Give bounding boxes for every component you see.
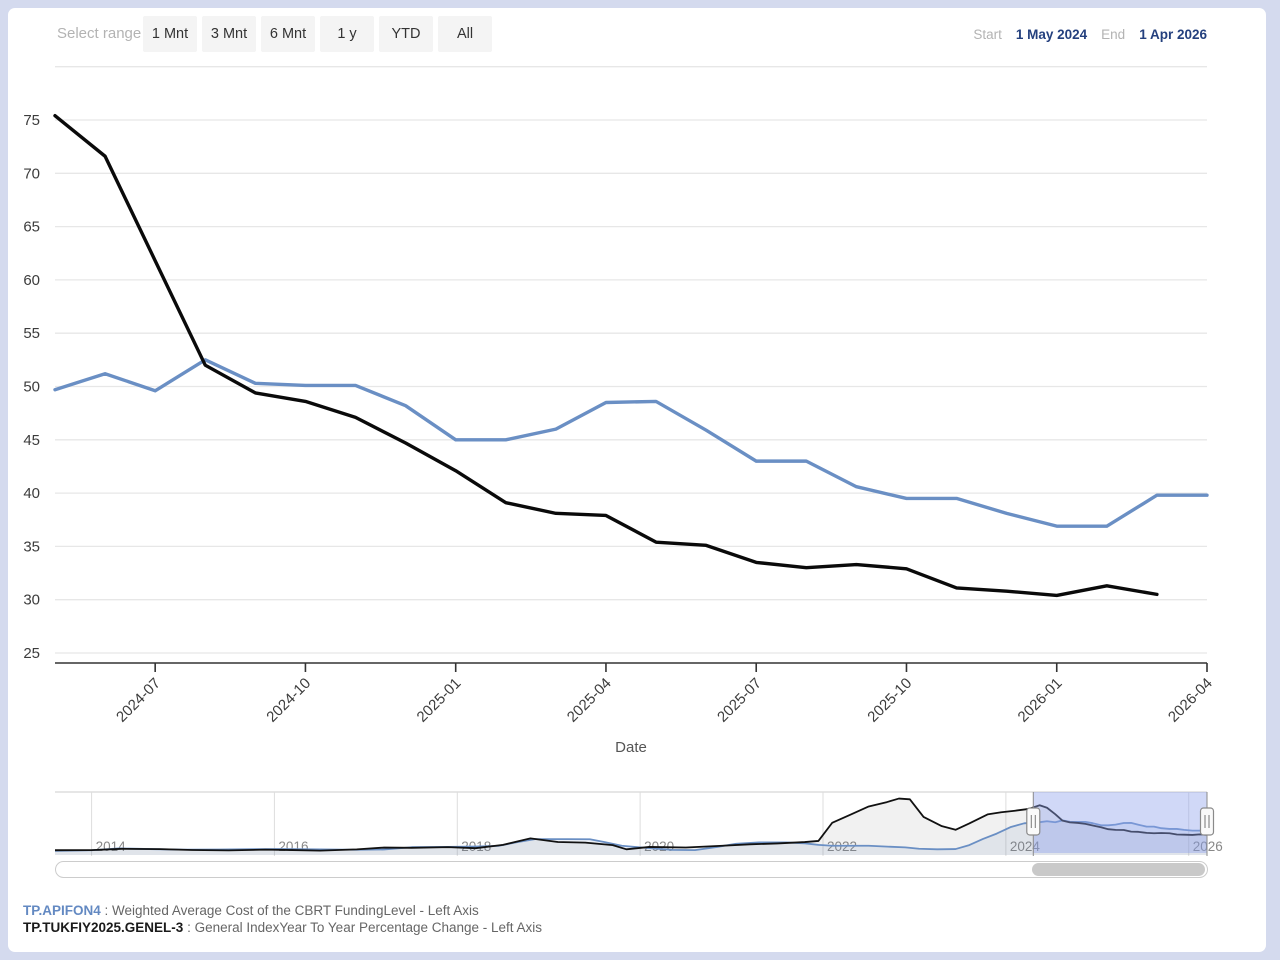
y-axis-tick-label: 40 — [23, 485, 40, 502]
navigator-scrollbar-track[interactable] — [55, 861, 1208, 878]
x-axis-tick-label: 2024-10 — [263, 675, 314, 726]
y-axis-tick-label: 65 — [23, 219, 40, 236]
legend-item-apifon4: TP.APIFON4 : Weighted Average Cost of th… — [23, 902, 542, 919]
start-date-value[interactable]: 1 May 2024 — [1015, 26, 1088, 42]
legend-code-1: TP.TUKFIY2025.GENEL-3 — [23, 920, 184, 935]
y-axis-tick-label: 35 — [23, 538, 40, 555]
y-axis-tick-label: 75 — [23, 112, 40, 129]
navigator-scrollbar-thumb[interactable] — [1032, 863, 1205, 876]
end-date-value[interactable]: 1 Apr 2026 — [1139, 26, 1207, 42]
end-label: End — [1101, 26, 1126, 42]
select-range-label: Select range — [57, 25, 142, 42]
chart-plot-area[interactable] — [55, 64, 1207, 663]
x-axis-tick-label: 2025-01 — [414, 675, 465, 726]
range-button-all[interactable]: All — [438, 16, 492, 52]
range-button-1mnt[interactable]: 1 Mnt — [143, 16, 197, 52]
chart-card — [8, 8, 1266, 952]
legend-desc-1: : General IndexYear To Year Percentage C… — [183, 920, 543, 935]
x-axis-tick-label: 2024-07 — [113, 675, 164, 726]
navigator-selection[interactable] — [1033, 792, 1207, 853]
navigator-handle-right[interactable] — [1199, 807, 1215, 836]
y-axis-tick-label: 50 — [23, 379, 40, 396]
x-axis-tick-label: 2025-10 — [864, 675, 915, 726]
y-axis-tick-label: 30 — [23, 592, 40, 609]
range-buttons: 1 Mnt 3 Mnt 6 Mnt 1 y YTD All — [143, 16, 492, 52]
y-axis-tick-label: 25 — [23, 645, 40, 662]
navigator-year-label: 2024 — [1010, 839, 1041, 854]
navigator-line-TP.TUKFIY2025.GENEL-3 — [54, 797, 1208, 852]
y-axis-tick-label: 70 — [23, 165, 40, 182]
y-axis-tick-label: 45 — [23, 432, 40, 449]
series-line-TP.APIFON4 — [53, 358, 1209, 528]
legend-code-0: TP.APIFON4 — [23, 903, 101, 918]
navigator-year-label: 2026 — [1193, 839, 1223, 854]
x-axis-tick-label: 2025-04 — [564, 675, 615, 726]
y-axis-tick-label: 60 — [23, 272, 40, 289]
x-axis-tick-label: 2026-04 — [1165, 675, 1216, 726]
navigator-area-TP.TUKFIY2025.GENEL-3 — [55, 798, 1207, 855]
y-axis-tick-label: 55 — [23, 325, 40, 342]
range-dates: Start 1 May 2024 End 1 Apr 2026 — [973, 16, 1207, 52]
legend-item-tukfiy: TP.TUKFIY2025.GENEL-3 : General IndexYea… — [23, 919, 542, 936]
range-button-1y[interactable]: 1 y — [320, 16, 374, 52]
legend-desc-0: : Weighted Average Cost of the CBRT Fund… — [100, 903, 479, 918]
range-button-6mnt[interactable]: 6 Mnt — [261, 16, 315, 52]
range-button-3mnt[interactable]: 3 Mnt — [202, 16, 256, 52]
x-axis-title: Date — [615, 739, 647, 756]
range-button-ytd[interactable]: YTD — [379, 16, 433, 52]
series-line-TP.TUKFIY2025.GENEL-3 — [53, 114, 1159, 598]
navigator-handle-left[interactable] — [1026, 807, 1041, 836]
x-axis-tick-label: 2025-07 — [714, 675, 765, 726]
legend: TP.APIFON4 : Weighted Average Cost of th… — [23, 902, 542, 936]
start-label: Start — [973, 26, 1002, 42]
x-axis-tick-label: 2026-01 — [1015, 675, 1066, 726]
